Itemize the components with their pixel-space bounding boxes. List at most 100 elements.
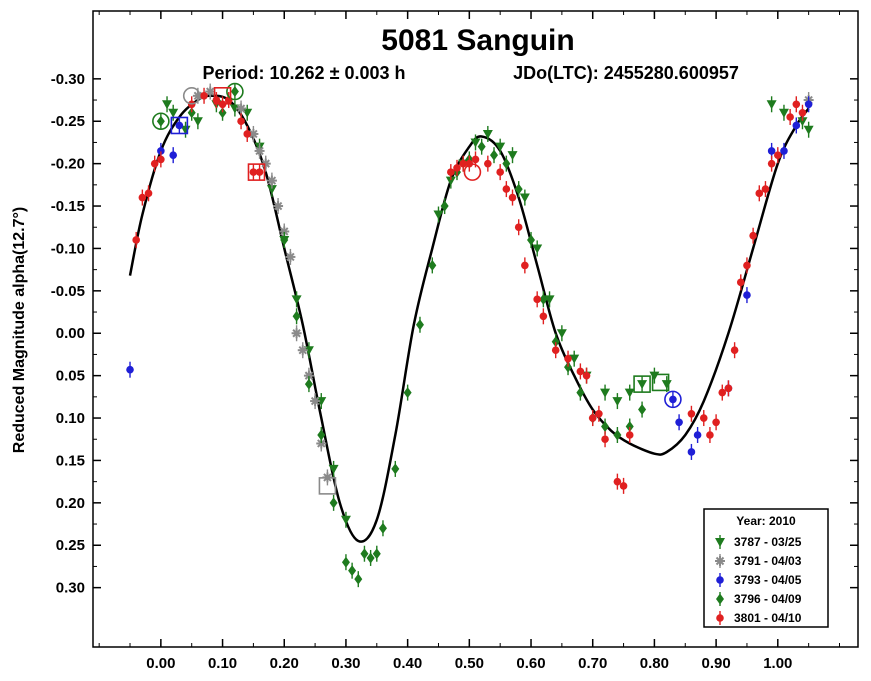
data-point xyxy=(303,346,314,356)
x-tick-label: 0.20 xyxy=(270,655,299,672)
data-point xyxy=(372,548,381,560)
data-point xyxy=(212,96,221,104)
data-point xyxy=(285,251,296,262)
legend: Year: 2010 3787 - 03/25 3791 - 04/03 3793 … xyxy=(703,508,829,628)
data-point xyxy=(391,463,400,475)
data-point xyxy=(470,138,481,148)
data-point xyxy=(792,121,801,130)
data-point xyxy=(600,388,611,398)
data-point xyxy=(162,100,173,110)
data-point xyxy=(601,421,610,433)
data-point xyxy=(200,92,208,100)
data-point xyxy=(230,86,239,98)
legend-label: 3793 - 04/05 xyxy=(734,573,802,587)
data-point xyxy=(551,336,560,348)
data-point xyxy=(755,189,764,198)
legend-entry: 3796 - 04/09 xyxy=(716,592,802,606)
data-point xyxy=(157,155,165,164)
data-point xyxy=(613,429,622,441)
x-tick-label: 0.30 xyxy=(331,655,360,672)
x-tick-label: 0.90 xyxy=(702,655,731,672)
y-tick-label: 0.25 xyxy=(56,537,85,554)
data-point xyxy=(378,522,387,534)
data-point xyxy=(803,125,814,135)
x-tick-label: 0.80 xyxy=(640,655,669,672)
data-point xyxy=(175,121,184,130)
data-point xyxy=(595,410,603,418)
data-point xyxy=(508,193,517,202)
x-tick-label: 0.60 xyxy=(516,655,545,672)
highlight-markers-layer xyxy=(152,82,682,495)
data-point xyxy=(519,193,530,203)
data-point xyxy=(724,384,733,393)
legend-entry: 3787 - 03/25 xyxy=(715,535,802,549)
highlight-circle xyxy=(463,163,482,181)
data-point xyxy=(150,159,159,168)
data-point xyxy=(766,100,777,110)
data-point xyxy=(687,410,696,418)
data-point xyxy=(514,183,523,195)
data-point xyxy=(403,387,412,399)
highlight-square xyxy=(318,477,337,495)
data-point xyxy=(780,147,788,155)
y-tick-label: 0.15 xyxy=(56,452,85,469)
data-point xyxy=(564,354,572,363)
data-point xyxy=(532,244,543,254)
data-point xyxy=(521,261,529,270)
x-tick-label: 0.10 xyxy=(208,655,237,672)
highlight-square xyxy=(170,116,189,135)
y-tick-label: -0.20 xyxy=(51,156,85,173)
y-tick-label: -0.05 xyxy=(51,283,85,300)
data-point xyxy=(761,185,770,193)
data-point xyxy=(564,361,573,373)
data-point xyxy=(767,159,776,168)
data-point xyxy=(693,431,702,439)
legend-marker xyxy=(716,593,724,605)
legend-box xyxy=(703,508,829,628)
data-point xyxy=(544,295,555,305)
epoch-subtitle: JDo(LTC): 2455280.600957 xyxy=(513,63,739,83)
data-point xyxy=(366,552,375,564)
data-point xyxy=(773,151,782,159)
y-tick-label: 0.00 xyxy=(56,325,85,342)
data-point xyxy=(556,329,567,339)
data-point xyxy=(767,147,776,155)
data-point xyxy=(415,319,424,331)
chart-title: 5081 Sanguin xyxy=(381,24,574,57)
data-point xyxy=(192,117,203,127)
data-point xyxy=(778,108,789,118)
data-point xyxy=(477,141,486,153)
legend-marker xyxy=(715,538,725,547)
data-point xyxy=(496,168,504,176)
data-point xyxy=(661,380,672,390)
data-point xyxy=(292,310,301,322)
data-point xyxy=(236,103,247,114)
data-point xyxy=(527,234,536,246)
legend-label: 3787 - 03/25 xyxy=(734,535,802,549)
y-tick-label: -0.15 xyxy=(51,198,85,215)
data-point xyxy=(743,291,751,299)
data-point xyxy=(354,573,363,585)
data-points-layer xyxy=(126,83,814,588)
data-point xyxy=(156,115,165,127)
data-point xyxy=(482,129,493,139)
data-point xyxy=(445,176,456,186)
data-point xyxy=(157,147,165,155)
data-point xyxy=(360,548,369,560)
data-point xyxy=(205,86,216,97)
x-tick-label: 1.00 xyxy=(763,655,792,672)
legend-marker xyxy=(716,614,724,622)
data-point xyxy=(273,201,284,212)
data-point xyxy=(317,429,326,441)
data-point xyxy=(484,159,492,168)
data-point xyxy=(669,395,677,404)
data-point xyxy=(625,421,634,433)
highlight-square xyxy=(247,163,266,181)
data-point xyxy=(539,312,548,321)
data-point xyxy=(638,404,647,416)
data-point xyxy=(625,431,634,439)
y-tick-label: 0.05 xyxy=(56,368,85,385)
data-point xyxy=(447,168,455,176)
data-point xyxy=(187,107,196,119)
data-point xyxy=(440,200,449,212)
